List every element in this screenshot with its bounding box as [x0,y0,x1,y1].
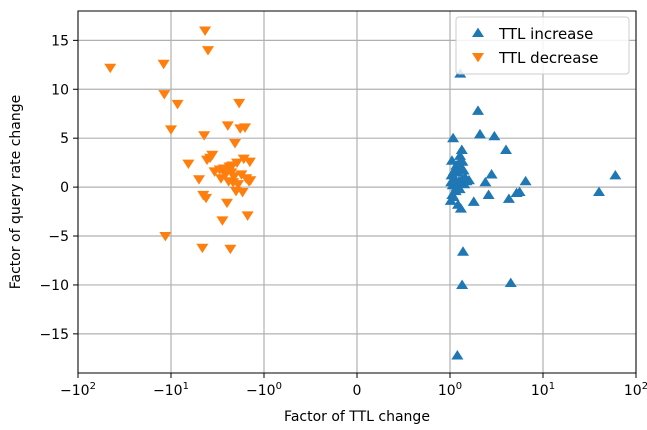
ttl-increase-point [485,168,498,179]
legend: TTL increase TTL decrease [455,16,630,75]
y-tick-label: −5 [48,229,69,245]
ttl-increase-point [457,246,470,256]
ttl-increase-point [609,169,622,180]
ttl-increase-point [456,156,469,166]
y-tick-label: 10 [51,82,69,98]
ttl-increase-point [471,105,484,115]
ttl-decrease-point [231,158,244,169]
legend-box [455,16,630,75]
ttl-increase-point [519,175,532,186]
ttl-decrease-point [171,99,184,110]
ttl-decrease-point [104,63,117,74]
x-tick-label: 102 [624,381,647,399]
x-axis-label: Factor of TTL change [284,409,430,425]
ttl-increase-point [456,279,469,289]
ttl-decrease-point [200,193,213,204]
ttl-increase-point [504,277,517,288]
y-tick-label: 0 [60,180,69,196]
ttl-increase-point [447,132,460,143]
ttl-decrease-point [158,90,171,100]
ttl-decrease-point [228,172,241,182]
y-tick-label: −10 [39,278,69,294]
legend-entry-label: TTL decrease [498,49,599,67]
ttl-increase-point [451,349,464,360]
x-tick-label: −102 [60,381,96,399]
y-axis-ticks: −15 −10 −5 0 5 10 15 [39,33,78,343]
ttl-increase-point [488,130,501,141]
ttl-decrease-point [239,123,252,133]
ttl-increase-point [473,128,486,139]
ttl-decrease-point [224,244,237,255]
ttl-increase-point [499,144,512,154]
ttl-decrease-point [221,121,234,131]
ttl-decrease-point [182,159,195,170]
ttl-increase-point [502,193,515,203]
x-tick-label: 100 [438,381,462,399]
ttl-increase-point [479,176,492,187]
ttl-increase-point [592,186,605,197]
ttl-increase-point [454,203,467,213]
ttl-increase-point [457,165,470,175]
legend-entry-label: TTL increase [498,25,593,43]
ttl-decrease-point [196,243,209,254]
ttl-decrease-point [241,211,254,221]
x-tick-label: 101 [531,381,555,399]
ttl-decrease-point [216,216,229,226]
y-tick-label: −15 [39,327,69,343]
ttl-increase-point [447,191,460,201]
y-tick-label: 5 [60,131,69,147]
ttl-increase-point [467,196,480,206]
ttl-decrease-point [192,175,205,185]
ttl-decrease-point [236,187,249,198]
legend-marker [472,52,484,63]
ttl-decrease-point [206,150,219,161]
x-tick-label: 0 [353,383,362,399]
ttl-increase-point [513,186,526,197]
legend-marker [472,27,484,38]
ttl-decrease-point [244,176,257,186]
x-axis-ticks: −102 −101 −100 0 100 101 102 [60,373,647,399]
ttl-decrease-point [202,46,215,56]
x-tick-label: −101 [153,381,189,399]
ttl-decrease-point [233,98,246,109]
y-tick-label: 15 [51,33,69,49]
ttl-decrease-point [157,59,170,70]
ttl-decrease-point [220,198,233,209]
ttl-decrease-point [232,180,245,190]
ttl-increase-point [482,189,495,199]
ttl-decrease-point [198,131,211,141]
ttl-decrease-point [237,154,250,165]
ttl-decrease-point [199,26,212,36]
ttl-increase-point [462,174,475,185]
ttl-decrease-point [229,139,242,149]
ttl-decrease-point [165,125,177,135]
x-tick-label: −100 [246,381,282,399]
ttl-increase-point [453,183,466,194]
ttl-decrease-point [243,157,256,168]
data-points [104,26,622,360]
ttl-increase-point [455,144,468,154]
y-axis-label: Factor of query rate change [8,95,24,290]
ttl-decrease-point [159,231,172,242]
